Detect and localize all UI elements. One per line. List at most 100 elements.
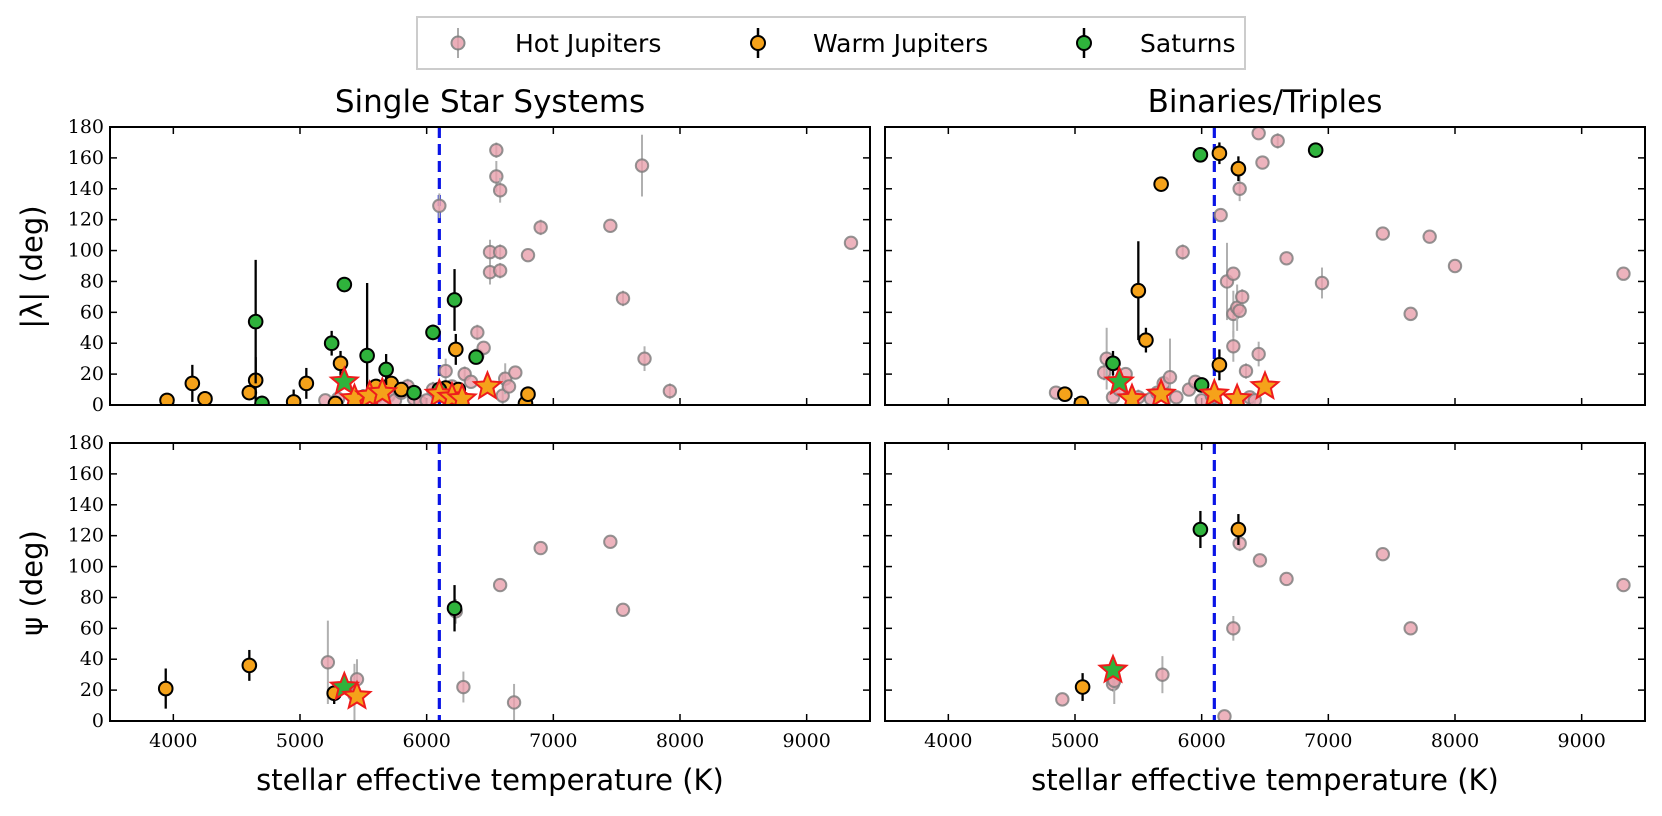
hot-jupiter-point	[615, 290, 631, 307]
hot-jupiter-point	[432, 193, 447, 219]
x-tick-label: 9000	[1557, 730, 1605, 752]
hot-jupiter-point	[456, 671, 471, 703]
hot-jupiter-point	[1251, 341, 1266, 367]
hot-jupiter-point	[662, 383, 678, 399]
y-tick-label: 120	[68, 209, 104, 231]
panel-frame	[884, 126, 1646, 406]
hot-jupiter-point	[1226, 330, 1241, 362]
warm-jupiter-point	[1138, 327, 1154, 353]
saturn-point	[1193, 377, 1210, 393]
hot-jupiter-point	[1422, 229, 1437, 244]
hot-jupiter-point	[533, 219, 548, 236]
warm-jupiter-point	[197, 391, 213, 405]
y-tick-label: 20	[80, 363, 104, 385]
hot-jupiter-point	[1238, 363, 1254, 379]
x-tick-label: 5000	[1051, 730, 1099, 752]
saturn-point	[446, 269, 463, 331]
y-tick-label: 60	[80, 301, 104, 323]
hot-jupiter-point	[1252, 553, 1268, 568]
saturn-point	[323, 330, 340, 356]
highlight-star-marker	[328, 365, 361, 396]
panel-binary-psi: 4000 5000 6000 7000 8000 9000	[884, 442, 1646, 752]
plot-area	[1055, 443, 1631, 721]
saturn-point	[254, 395, 270, 405]
hot-jupiter-point	[634, 134, 650, 197]
hot-jupiter-point	[1226, 266, 1241, 281]
warm-jupiter-point	[157, 668, 174, 709]
highlight-star-marker	[1221, 382, 1253, 405]
highlight-star-marker	[1103, 365, 1136, 396]
y-tick-label: 20	[80, 679, 104, 701]
y-tick-label: 140	[68, 178, 104, 200]
legend-label-warm: Warm Jupiters	[813, 29, 988, 58]
y-tick-label: 80	[80, 270, 104, 292]
panel-frame	[109, 126, 871, 406]
hot-jupiter-point	[470, 324, 485, 341]
hot-jupiter-point	[843, 235, 859, 251]
hot-jupiter-point	[1270, 133, 1285, 149]
y-tick-label: 140	[68, 494, 104, 516]
hot-jupiter-point	[1213, 207, 1228, 223]
y-tick-label: 40	[80, 648, 104, 670]
legend: Hot Jupiters Warm Jupiters Saturns	[416, 16, 1246, 70]
highlight-star-marker	[446, 382, 478, 405]
hot-jupiter-point	[492, 577, 508, 593]
warm-jupiter-point	[241, 649, 258, 681]
warm-jupiter-point	[448, 333, 464, 365]
warm-jupiter-point	[1057, 386, 1073, 402]
highlight-star-marker	[1249, 369, 1281, 400]
saturn-point	[468, 349, 484, 365]
hot-jupiter-point	[1226, 615, 1241, 641]
hot-jupiter-point	[1279, 571, 1294, 587]
highlight-star-marker	[366, 375, 399, 405]
saturn-point	[1105, 350, 1121, 376]
hot-jupiter-point	[1616, 577, 1631, 593]
legend-entry-hot-jupiters: Hot Jupiters	[450, 28, 661, 58]
ylabel-lambda: |λ| (deg)	[15, 205, 49, 328]
x-tick-label: 8000	[1431, 730, 1479, 752]
x-tick-label: 6000	[1177, 730, 1225, 752]
hot-jupiter-point	[520, 247, 536, 263]
hot-jupiter-point	[1217, 709, 1232, 721]
panel-single-psi: 0 20 40 60 80 100 120 140 160 180 4000 5000 6000 7000…	[68, 432, 871, 752]
y-ticks	[885, 442, 1645, 722]
y-tick-label: 0	[92, 394, 104, 416]
warm-jupiter-point	[1211, 349, 1228, 381]
saturn-point	[336, 276, 353, 293]
hot-jupiter-point	[1155, 656, 1170, 694]
x-ticks: 4000 5000 6000 7000 8000 9000	[149, 443, 831, 752]
legend-label-saturns: Saturns	[1140, 29, 1236, 58]
x-tick-label: 4000	[924, 730, 972, 752]
saturn-point	[1192, 147, 1209, 163]
y-tick-label: 160	[68, 463, 104, 485]
panel-single-lambda: 0 20 40 60 80 100 120 140 160 180	[68, 116, 871, 416]
y-tick-label: 100	[68, 556, 104, 578]
warm-jupiter-point	[1230, 156, 1247, 182]
hot-jupiter-point	[533, 540, 548, 556]
legend-frame	[416, 16, 1246, 70]
x-tick-label: 7000	[529, 730, 577, 752]
hot-jupiter-point	[501, 379, 517, 394]
warm-jupiter-point	[520, 386, 536, 402]
y-tick-label: 80	[80, 586, 104, 608]
warm-jupiter-point	[327, 395, 344, 405]
hot-jupiter-point	[1162, 338, 1178, 405]
y-tick-label: 100	[68, 240, 104, 262]
warm-jupiter-point	[285, 389, 302, 405]
warm-jupiter-point	[332, 350, 349, 376]
xlabel-right: stellar effective temperature (K)	[1031, 763, 1499, 797]
saturn-point	[378, 354, 394, 385]
hot-jupiter-point	[615, 602, 631, 617]
x-tick-label: 8000	[656, 730, 704, 752]
hot-jupiter-point	[1447, 258, 1463, 274]
plot-area	[157, 443, 631, 721]
x-tick-label: 7000	[1304, 730, 1352, 752]
highlight-star-marker	[1145, 377, 1177, 405]
highlight-star-marker	[1116, 382, 1148, 405]
hot-jupiter-point	[1232, 535, 1247, 552]
hot-jupiter-point	[1175, 244, 1190, 260]
hot-jupiter-point	[1232, 303, 1247, 318]
warm-jupiter-point	[1211, 142, 1228, 165]
ylabel-psi: ψ (deg)	[15, 530, 49, 636]
